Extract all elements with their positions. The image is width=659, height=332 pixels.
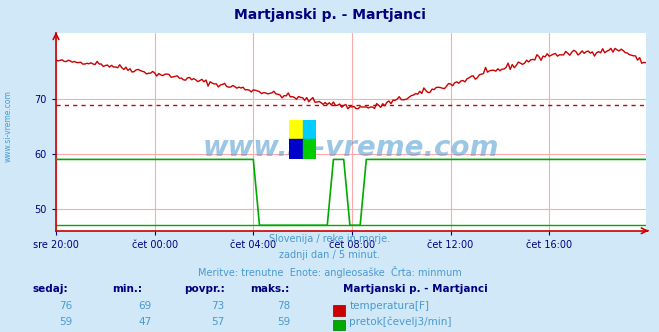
Text: Meritve: trenutne  Enote: angleosaške  Črta: minmum: Meritve: trenutne Enote: angleosaške Črt… [198, 266, 461, 278]
Text: Martjanski p. - Martjanci: Martjanski p. - Martjanci [343, 284, 488, 294]
Text: zadnji dan / 5 minut.: zadnji dan / 5 minut. [279, 250, 380, 260]
Text: Slovenija / reke in morje.: Slovenija / reke in morje. [269, 234, 390, 244]
Bar [289, 139, 302, 159]
Text: min.:: min.: [112, 284, 142, 294]
Text: sedaj:: sedaj: [33, 284, 69, 294]
Text: 78: 78 [277, 301, 290, 311]
Text: pretok[čevelj3/min]: pretok[čevelj3/min] [349, 316, 452, 327]
Text: 47: 47 [138, 317, 152, 327]
Text: 76: 76 [59, 301, 72, 311]
Text: 69: 69 [138, 301, 152, 311]
Text: 73: 73 [211, 301, 224, 311]
Text: 57: 57 [211, 317, 224, 327]
Text: www.si-vreme.com: www.si-vreme.com [3, 90, 13, 162]
Bar [302, 120, 316, 139]
Text: www.si-vreme.com: www.si-vreme.com [203, 134, 499, 162]
Bar [289, 120, 302, 139]
Text: maks.:: maks.: [250, 284, 290, 294]
Text: Martjanski p. - Martjanci: Martjanski p. - Martjanci [233, 8, 426, 22]
Text: 59: 59 [277, 317, 290, 327]
Text: povpr.:: povpr.: [185, 284, 225, 294]
Text: temperatura[F]: temperatura[F] [349, 301, 429, 311]
Text: 59: 59 [59, 317, 72, 327]
Bar [302, 139, 316, 159]
